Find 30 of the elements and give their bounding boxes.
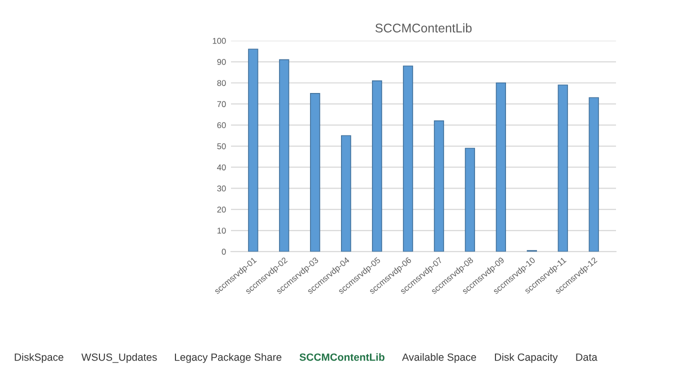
y-tick-label: 30 — [217, 186, 226, 192]
text: Disk Capacity — [494, 353, 558, 363]
bar — [588, 97, 599, 252]
bar — [402, 66, 414, 252]
bar — [310, 93, 320, 252]
y-tick-label: 60 — [217, 122, 226, 128]
text: SCCMContentLib — [300, 353, 384, 361]
y-tick-label: 50 — [217, 143, 226, 150]
bar — [341, 135, 352, 252]
y-tick-label: 80 — [217, 80, 226, 86]
y-tick-label: 100 — [212, 38, 226, 44]
text: Available Space — [402, 353, 476, 363]
y-tick-label: 70 — [217, 101, 226, 108]
text: WSUS_Updates — [81, 353, 157, 363]
text: Legacy Package Share — [174, 353, 282, 363]
bar — [496, 82, 506, 252]
text: DiskSpace — [14, 353, 64, 363]
text: Data — [576, 354, 598, 361]
bar — [279, 59, 290, 252]
chart-title: SCCMContentLib — [375, 23, 472, 32]
y-tick-label: 90 — [217, 58, 226, 65]
y-tick-label: 0 — [222, 248, 226, 255]
bar — [434, 120, 444, 252]
y-tick-label: 20 — [217, 206, 226, 213]
bar — [558, 84, 568, 252]
bar — [372, 80, 382, 252]
y-tick-label: 10 — [218, 228, 226, 234]
bar — [464, 148, 476, 252]
bar — [248, 48, 258, 252]
y-tick-label: 40 — [217, 164, 226, 170]
